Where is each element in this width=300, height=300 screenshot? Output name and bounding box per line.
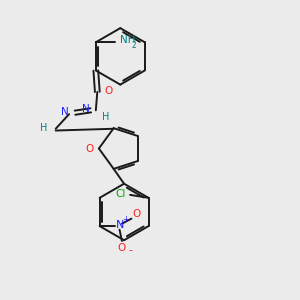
Text: 2: 2 — [132, 41, 136, 50]
Text: NH: NH — [120, 35, 136, 45]
Text: N: N — [61, 107, 69, 117]
Text: O: O — [132, 209, 140, 219]
Text: -: - — [128, 245, 132, 256]
Text: O: O — [104, 86, 113, 96]
Text: O: O — [85, 143, 94, 154]
Text: N: N — [82, 104, 89, 114]
Text: +: + — [122, 215, 129, 224]
Text: H: H — [102, 112, 109, 122]
Text: Cl: Cl — [115, 189, 125, 199]
Text: H: H — [40, 123, 48, 133]
Text: N: N — [116, 220, 124, 230]
Text: O: O — [118, 243, 126, 253]
